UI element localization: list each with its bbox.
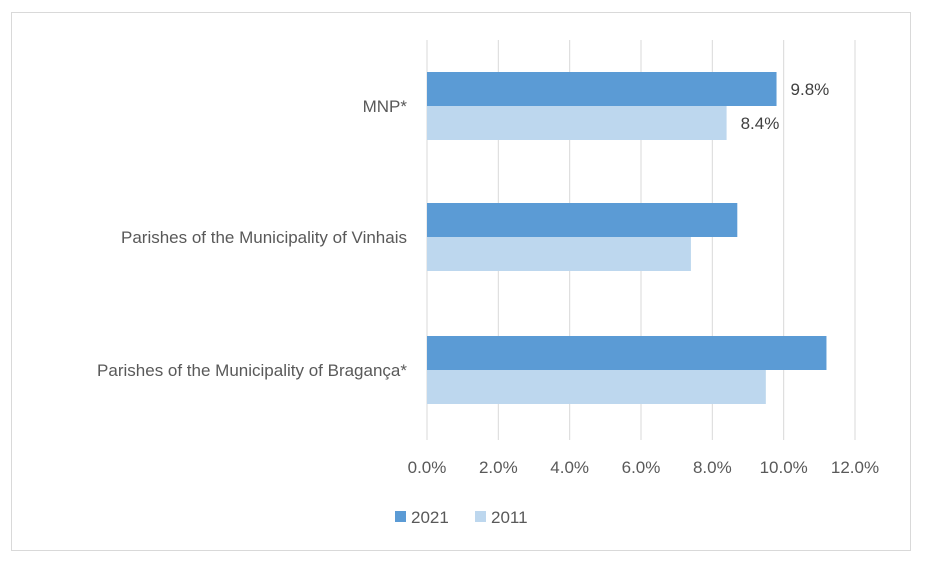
legend-swatch-2021 bbox=[395, 511, 406, 522]
bar-2021-1 bbox=[427, 203, 738, 237]
legend-label-2021: 2021 bbox=[411, 508, 449, 527]
bar-2011-0 bbox=[427, 106, 727, 140]
legend: 2021 2011 bbox=[395, 508, 528, 527]
bar-2021-0 bbox=[427, 72, 777, 106]
legend-label-2011: 2011 bbox=[491, 508, 528, 527]
bar-2021-2 bbox=[427, 336, 827, 370]
legend-swatch-2011 bbox=[475, 511, 486, 522]
x-tick-label-6: 12.0% bbox=[831, 458, 879, 477]
x-tick-label-5: 10.0% bbox=[760, 458, 808, 477]
x-tick-label-2: 4.0% bbox=[550, 458, 589, 477]
category-label-1: Parishes of the Municipality of Vinhais bbox=[121, 228, 407, 247]
x-tick-label-3: 6.0% bbox=[622, 458, 661, 477]
bars bbox=[427, 72, 827, 404]
x-tick-label-0: 0.0% bbox=[408, 458, 447, 477]
x-tick-label-4: 8.0% bbox=[693, 458, 732, 477]
category-label-0: MNP* bbox=[363, 97, 408, 116]
bar-2011-2 bbox=[427, 370, 766, 404]
x-axis-tick-labels: 0.0% 2.0% 4.0% 6.0% 8.0% 10.0% 12.0% bbox=[408, 458, 879, 477]
data-label-2021-0: 9.8% bbox=[791, 80, 830, 99]
bar-2011-1 bbox=[427, 237, 691, 271]
x-tick-label-1: 2.0% bbox=[479, 458, 518, 477]
category-label-2: Parishes of the Municipality of Bragança… bbox=[97, 361, 407, 380]
data-labels: 9.8% 8.4% bbox=[741, 80, 830, 133]
data-label-2011-0: 8.4% bbox=[741, 114, 780, 133]
category-labels: MNP* Parishes of the Municipality of Vinh… bbox=[97, 97, 407, 380]
